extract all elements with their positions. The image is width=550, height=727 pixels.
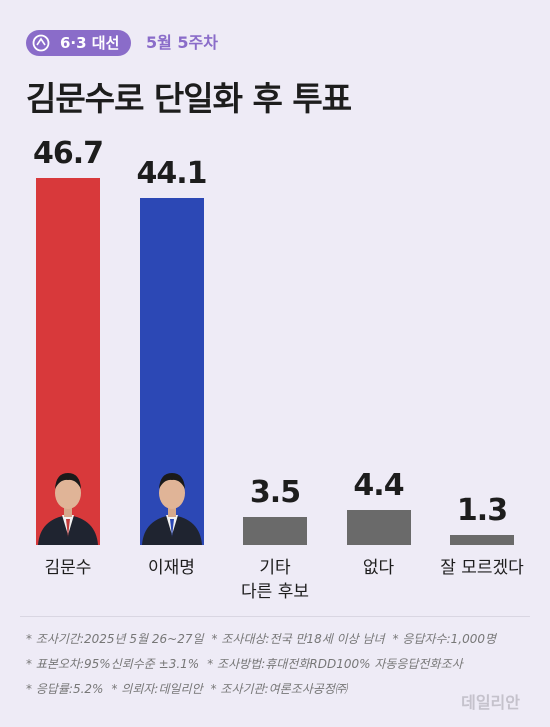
value-label: 1.3 <box>456 492 508 528</box>
bar <box>346 510 411 545</box>
note: * 의뢰자:데일리안 <box>111 682 203 696</box>
note-line: * 조사기간:2025년 5월 26~27일 * 조사대상:전국 만18세 이상 … <box>26 630 504 647</box>
category-label: 김문수 <box>44 558 92 578</box>
category-label: 기타 다른 후보 <box>241 558 309 602</box>
note: * 조사방법:휴대전화RDD100% 자동응답전화조사 <box>207 657 463 671</box>
chart-title: 김문수로 단일화 후 투표 <box>26 79 352 118</box>
bar <box>243 517 307 545</box>
note: * 조사기간:2025년 5월 26~27일 <box>26 632 204 646</box>
note: * 조사대상:전국 만18세 이상 남녀 <box>211 632 385 646</box>
note: * 응답자수:1,000명 <box>392 632 497 646</box>
bar <box>36 178 100 545</box>
value-label: 44.1 <box>136 156 207 192</box>
note: * 조사기관:여론조사공정㈜ <box>210 682 347 696</box>
note: * 응답률:5.2% <box>26 682 104 696</box>
watermark: 데일리안 <box>461 693 520 712</box>
category-label: 이재명 <box>148 558 195 578</box>
note-line: * 응답률:5.2% * 의뢰자:데일리안 * 조사기관:여론조사공정㈜ <box>26 680 355 697</box>
week: 5월 5주차 <box>146 33 218 52</box>
badge-icon <box>32 34 50 52</box>
category-label: 잘 모르겠다 <box>440 558 524 578</box>
value-label: 4.4 <box>353 468 404 504</box>
note-line: * 표본오차:95%신뢰수준 ±3.1% * 조사방법:휴대전화RDD100% 자… <box>26 655 471 672</box>
value-label: 3.5 <box>249 475 301 511</box>
category-label: 없다 <box>362 558 395 578</box>
bar <box>450 534 514 545</box>
note: * 표본오차:95%신뢰수준 ±3.1% <box>26 657 200 671</box>
bar <box>139 198 204 545</box>
separator <box>20 616 530 617</box>
portrait <box>141 472 202 545</box>
value-label: 46.7 <box>32 136 104 171</box>
portrait <box>38 473 98 545</box>
